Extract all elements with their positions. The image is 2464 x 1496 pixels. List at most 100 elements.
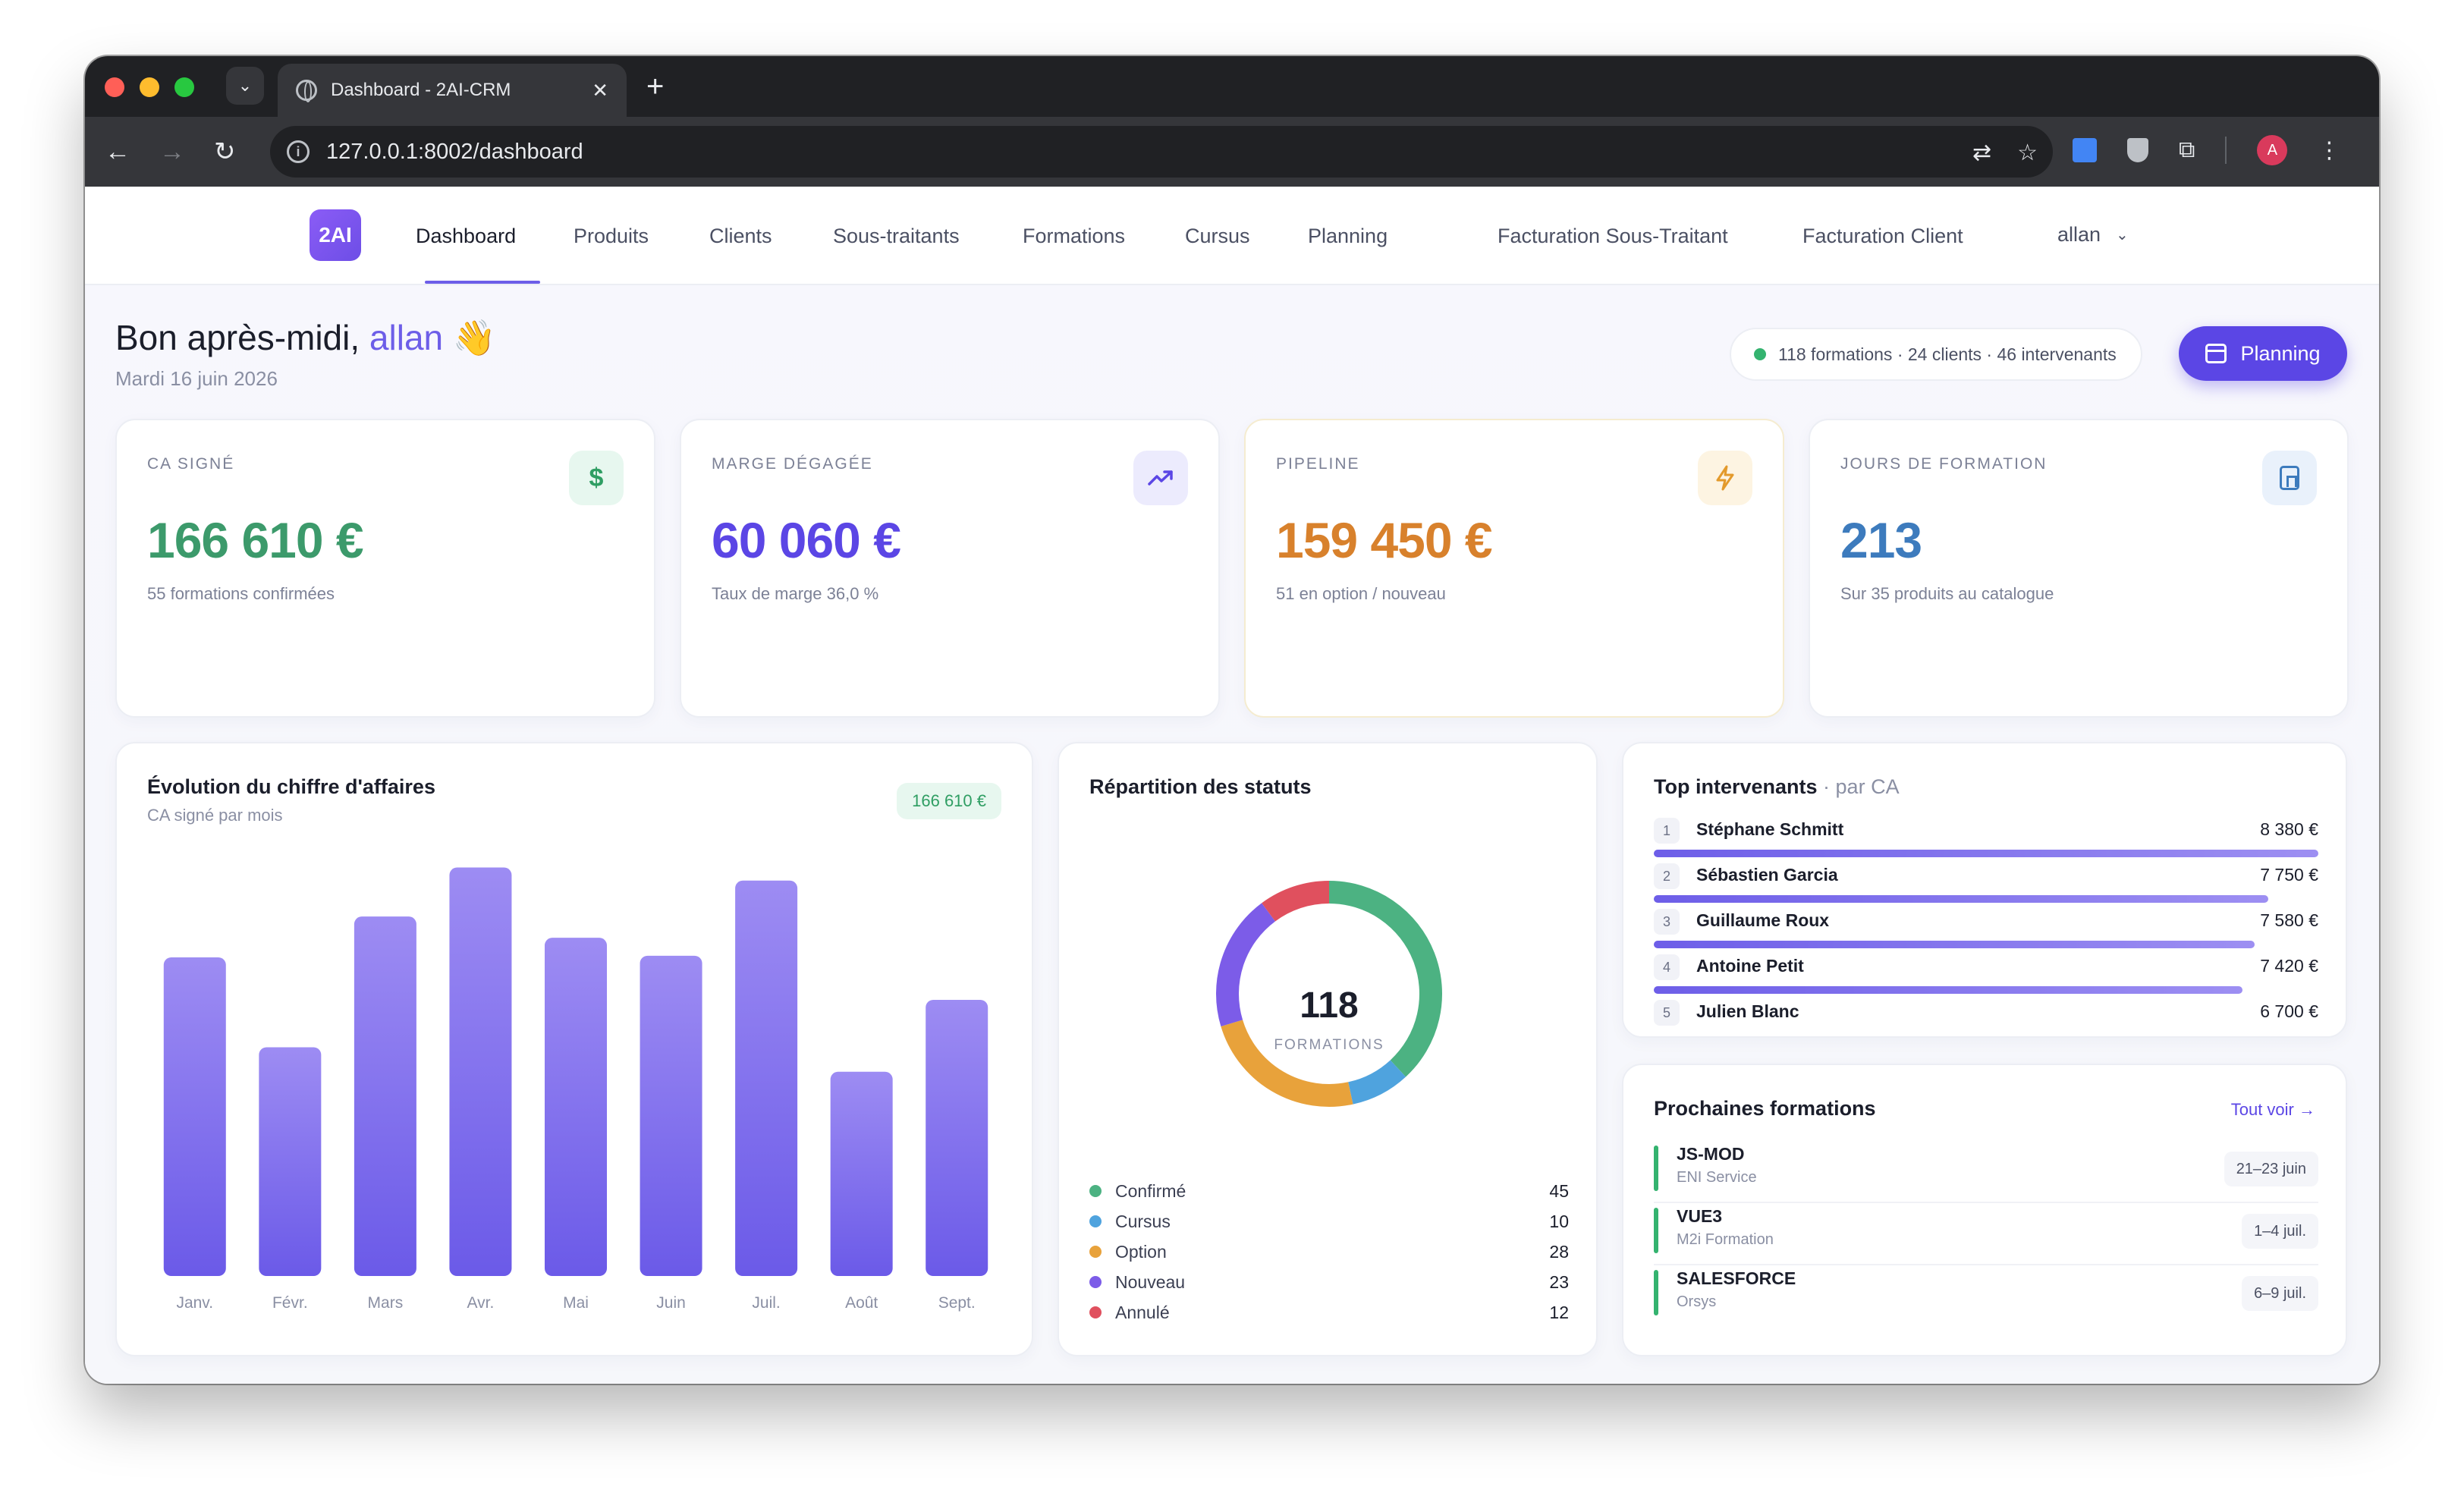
extension-blue-icon[interactable] (2073, 138, 2097, 162)
legend-item: Annulé 12 (1089, 1297, 1569, 1328)
nav-formations[interactable]: Formations (1023, 225, 1126, 247)
intervenant-name: Sébastien Garcia (1696, 865, 1838, 885)
profile-avatar[interactable]: A (2257, 135, 2288, 165)
revenue-chart-panel: Janv. Févr. Mars Avr. Mai Juin Juil. Août Sept. … (115, 742, 1033, 1356)
nav-planning[interactable]: Planning (1308, 225, 1388, 247)
donut-segment-Option[interactable] (1221, 1020, 1353, 1107)
formation-provider: ENI Service (1677, 1169, 1757, 1186)
formation-provider: M2i Formation (1677, 1231, 1774, 1248)
translate-icon[interactable]: ⇄ (1972, 140, 1992, 165)
top-panel-title: Top intervenants · par CA (1654, 775, 1900, 799)
status-accent-bar (1654, 1146, 1658, 1191)
bar-Août[interactable] (830, 1071, 893, 1276)
top-intervenants-panel: Top intervenants · par CA 1 Stéphane Schm… (1622, 742, 2347, 1038)
legend-count: 28 (1549, 1241, 1569, 1262)
legend-item: Confirmé 45 (1089, 1176, 1569, 1206)
donut-segment-Cursus[interactable] (1347, 1060, 1406, 1105)
donut-center: 118 FORMATIONS (1208, 985, 1450, 1054)
url-text[interactable]: 127.0.0.1:8002/dashboard (326, 139, 583, 164)
legend-swatch (1089, 1185, 1102, 1197)
formation-dates: 6–9 juil. (2242, 1276, 2318, 1311)
forward-arrow-icon[interactable]: → (159, 137, 185, 166)
legend-label: Nouveau (1115, 1271, 1186, 1292)
kpi-card-marge: MARGE DÉGAGÉE 60 060 € Taux de marge 36,… (680, 419, 1220, 718)
intervenant-amount: 7 420 € (2260, 956, 2318, 976)
extensions-puzzle-icon[interactable]: ⧉ (2179, 137, 2195, 162)
legend-count: 23 (1549, 1271, 1569, 1292)
reload-icon[interactable]: ↻ (214, 137, 236, 166)
upcoming-formation-item[interactable]: VUE3 M2i Formation 1–4 juil. (1654, 1203, 2318, 1265)
app-logo[interactable]: 2AI (310, 209, 361, 261)
maximize-window-button[interactable] (174, 77, 194, 97)
bookmark-star-icon[interactable]: ☆ (2017, 140, 2038, 165)
planning-button-label: Planning (2240, 341, 2321, 365)
minimize-window-button[interactable] (140, 77, 159, 97)
kpi-label: CA SIGNÉ (147, 455, 235, 473)
ranking-row[interactable]: 2 Sébastien Garcia 7 750 € (1654, 863, 2318, 909)
legend-label: Cursus (1115, 1211, 1171, 1231)
kpi-value: 60 060 € (712, 512, 901, 568)
nav-clients[interactable]: Clients (709, 225, 772, 247)
bar-Avr.[interactable] (449, 867, 512, 1276)
see-all-link[interactable]: Tout voir → (2230, 1100, 2315, 1119)
nav-sous-traitants[interactable]: Sous-traitants (833, 225, 960, 247)
greeting-user: allan (369, 318, 444, 357)
new-tab-button[interactable]: + (646, 70, 665, 103)
revenue-total-badge: 166 610 € (897, 783, 1001, 819)
intervenant-amount: 8 380 € (2260, 819, 2318, 839)
browser-menu-icon[interactable]: ⋮ (2318, 137, 2341, 163)
tab-search-button[interactable]: ⌄ (226, 67, 264, 105)
ranking-row[interactable]: 3 Guillaume Roux 7 580 € (1654, 909, 2318, 954)
x-tick-label: Juin (656, 1294, 686, 1312)
nav-facturation-sous-traitant[interactable]: Facturation Sous-Traitant (1498, 225, 1728, 247)
close-window-button[interactable] (105, 77, 124, 97)
status-distribution-panel: Répartition des statuts 118 FORMATIONS C… (1058, 742, 1598, 1356)
ranking-row[interactable]: 5 Julien Blanc 6 700 € (1654, 1000, 2318, 1045)
upcoming-panel-title: Prochaines formations (1654, 1097, 1876, 1120)
page-greeting: Bon après-midi, allan 👋 (115, 317, 496, 359)
close-tab-icon[interactable]: ✕ (592, 78, 608, 102)
donut-segment-Nouveau[interactable] (1216, 903, 1276, 1027)
intervenant-amount: 6 700 € (2260, 1001, 2318, 1021)
legend-count: 12 (1549, 1302, 1569, 1322)
user-menu[interactable]: allan ⌄ (2057, 223, 2129, 247)
site-info-icon[interactable]: i (287, 140, 310, 163)
bar-Mai[interactable] (545, 938, 607, 1276)
legend-item: Option 28 (1089, 1237, 1569, 1267)
bar-Juin[interactable] (640, 955, 702, 1276)
nav-produits[interactable]: Produits (574, 225, 649, 247)
shield-extension-icon[interactable] (2127, 138, 2148, 162)
status-accent-bar (1654, 1208, 1658, 1253)
rank-number: 1 (1654, 818, 1680, 844)
donut-total-label: FORMATIONS (1274, 1037, 1384, 1053)
donut-segment-Annulé[interactable] (1262, 881, 1330, 922)
formation-dates: 1–4 juil. (2242, 1214, 2318, 1249)
address-bar[interactable]: i 127.0.0.1:8002/dashboard ⇄ ☆ (270, 126, 2053, 178)
bar-Janv.[interactable] (163, 957, 226, 1276)
donut-segment-Confirmé[interactable] (1328, 881, 1442, 1077)
upcoming-formation-item[interactable]: SALESFORCE Orsys 6–9 juil. (1654, 1265, 2318, 1328)
ranking-row[interactable]: 1 Stéphane Schmitt 8 380 € (1654, 818, 2318, 863)
ranking-row[interactable]: 4 Antoine Petit 7 420 € (1654, 954, 2318, 1000)
bar-Juil.[interactable] (735, 880, 798, 1276)
status-legend: Confirmé 45 Cursus 10 Option 28 Nouveau 23 Annul… (1089, 1176, 1569, 1328)
kpi-card-ca-signe: CA SIGNÉ 166 610 € 55 formations confirm… (115, 419, 655, 718)
x-tick-label: Sept. (938, 1294, 976, 1312)
browser-tab-bar: ⌄ Dashboard - 2AI-CRM ✕ + (85, 56, 2379, 117)
upcoming-formations-list: JS-MOD ENI Service 21–23 juin VUE3 M2i Forma… (1654, 1141, 2318, 1328)
bar-Mars[interactable] (354, 916, 416, 1276)
bar-Sept.[interactable] (926, 1000, 988, 1276)
nav-dashboard[interactable]: Dashboard (416, 225, 517, 247)
rank-number: 3 (1654, 909, 1680, 935)
nav-facturation-client[interactable]: Facturation Client (1802, 225, 1963, 247)
back-arrow-icon[interactable]: ← (105, 137, 130, 166)
top-panel-title-text: Top intervenants (1654, 775, 1818, 798)
intervenant-amount: 7 750 € (2260, 865, 2318, 885)
upcoming-formation-item[interactable]: JS-MOD ENI Service 21–23 juin (1654, 1141, 2318, 1203)
bar-Févr.[interactable] (259, 1047, 322, 1276)
nav-cursus[interactable]: Cursus (1185, 225, 1250, 247)
planning-button[interactable]: Planning (2179, 326, 2347, 381)
current-date: Mardi 16 juin 2026 (115, 367, 278, 390)
status-accent-bar (1654, 1270, 1658, 1315)
browser-tab-active[interactable]: Dashboard - 2AI-CRM ✕ (278, 64, 627, 117)
